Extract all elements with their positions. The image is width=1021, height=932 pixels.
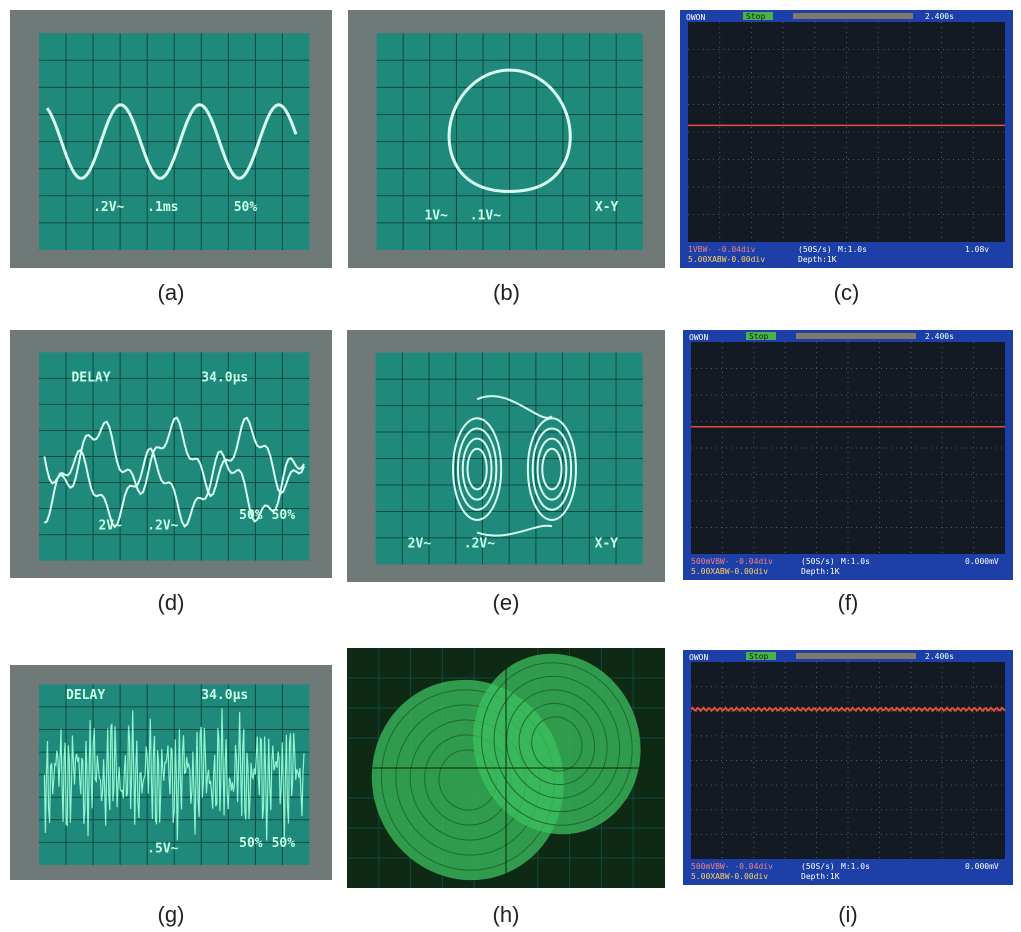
screen-text: Depth:1K bbox=[798, 255, 837, 264]
panel: OWON Stop 2.400s 1VBW- -0.04div (50S/s) M:1.0… bbox=[680, 10, 1013, 305]
screen-text: 1.08v bbox=[965, 245, 989, 254]
screen-text: 5.00XABW-0.00div bbox=[691, 567, 768, 576]
screen-text: .1V~ bbox=[470, 209, 501, 224]
screen-text: 50% bbox=[239, 836, 263, 851]
screen-text: OWON bbox=[686, 13, 705, 22]
screen-text: 1VBW- -0.04div bbox=[688, 245, 756, 254]
screen-text: .2V~ bbox=[93, 200, 124, 215]
screen-text: DELAY bbox=[66, 688, 105, 703]
screen-text: 5.00XABW-0.00div bbox=[691, 872, 768, 881]
screen-text: .2V~ bbox=[147, 518, 178, 533]
screen-text: Stop bbox=[749, 652, 768, 661]
screen-text: 2V~ bbox=[98, 518, 122, 533]
top-bar bbox=[793, 13, 913, 19]
panel-caption: (e) bbox=[493, 590, 520, 615]
screen-text: M:1.0s bbox=[841, 862, 870, 871]
screen-text: Stop bbox=[749, 332, 768, 341]
panel: .2V~ .1ms 50% (a) bbox=[10, 10, 332, 305]
screen-text: 34.0μs bbox=[201, 370, 248, 385]
screen-text: 50% bbox=[234, 200, 258, 215]
screen-text: 2.400s bbox=[925, 12, 954, 21]
screen-text: (50S/s) bbox=[798, 245, 832, 254]
screen-text: (50S/s) bbox=[801, 862, 835, 871]
screen-text: Stop bbox=[746, 12, 765, 21]
panel: 1V~ .1V~ X-Y (b) bbox=[348, 10, 665, 305]
panel-caption: (d) bbox=[158, 590, 185, 615]
panel: (h) bbox=[344, 630, 666, 927]
panel-caption: (i) bbox=[838, 902, 858, 927]
screen-text: M:1.0s bbox=[838, 245, 867, 254]
screen-text: 34.0μs bbox=[201, 688, 248, 703]
screen-text: 5.00XABW-0.00div bbox=[688, 255, 765, 264]
panel: DELAY 34.0μs .5V~ 50% 50% (g) bbox=[10, 665, 332, 927]
screen-text: 50% bbox=[272, 508, 296, 523]
panel-caption: (g) bbox=[158, 902, 185, 927]
screen-text: 50% bbox=[272, 836, 296, 851]
screen-text: OWON bbox=[689, 653, 708, 662]
panel-caption: (f) bbox=[838, 590, 859, 615]
figure: .2V~ .1ms 50% (a) 1V~ .1V~ X-Y (b) OWON Stop 2.400… bbox=[0, 0, 1021, 932]
top-bar bbox=[796, 653, 916, 659]
screen-text: 50% bbox=[239, 508, 263, 523]
screen-text: 0.000mV bbox=[965, 862, 999, 871]
screen-text: .1ms bbox=[147, 200, 178, 215]
screen-text: 2.400s bbox=[925, 652, 954, 661]
screen-text: 2.400s bbox=[925, 332, 954, 341]
screen-text: .2V~ bbox=[464, 536, 495, 551]
screen-text: Depth:1K bbox=[801, 872, 840, 881]
panel-caption: (a) bbox=[158, 280, 185, 305]
screen-text: DELAY bbox=[71, 370, 110, 385]
panel-caption: (b) bbox=[493, 280, 520, 305]
screen-text: OWON bbox=[689, 333, 708, 342]
screen-text: 500mVBW- -0.04div bbox=[691, 557, 773, 566]
screen-text: Depth:1K bbox=[801, 567, 840, 576]
screen-text: 1V~ bbox=[424, 209, 448, 224]
panel: OWON Stop 2.400s 500mVBW- -0.04div (50S/s) M:… bbox=[683, 650, 1013, 927]
panel: DELAY 34.0μs 2V~ .2V~ 50% 50% (d) bbox=[10, 330, 332, 615]
screen-text: .5V~ bbox=[147, 841, 178, 856]
panel-caption: (c) bbox=[834, 280, 860, 305]
screen-text: X-Y bbox=[595, 536, 619, 551]
panel: 2V~ .2V~ X-Y (e) bbox=[347, 330, 665, 615]
panel-caption: (h) bbox=[493, 902, 520, 927]
scope-screen bbox=[691, 662, 1005, 859]
screen-text: 500mVBW- -0.04div bbox=[691, 862, 773, 871]
panel: OWON Stop 2.400s 500mVBW- -0.04div (50S/s) M:… bbox=[683, 330, 1013, 615]
screen-text: (50S/s) bbox=[801, 557, 835, 566]
screen-text: X-Y bbox=[595, 200, 619, 215]
top-bar bbox=[796, 333, 916, 339]
screen-text: 2V~ bbox=[408, 536, 432, 551]
screen-text: 0.000mV bbox=[965, 557, 999, 566]
screen-text: M:1.0s bbox=[841, 557, 870, 566]
